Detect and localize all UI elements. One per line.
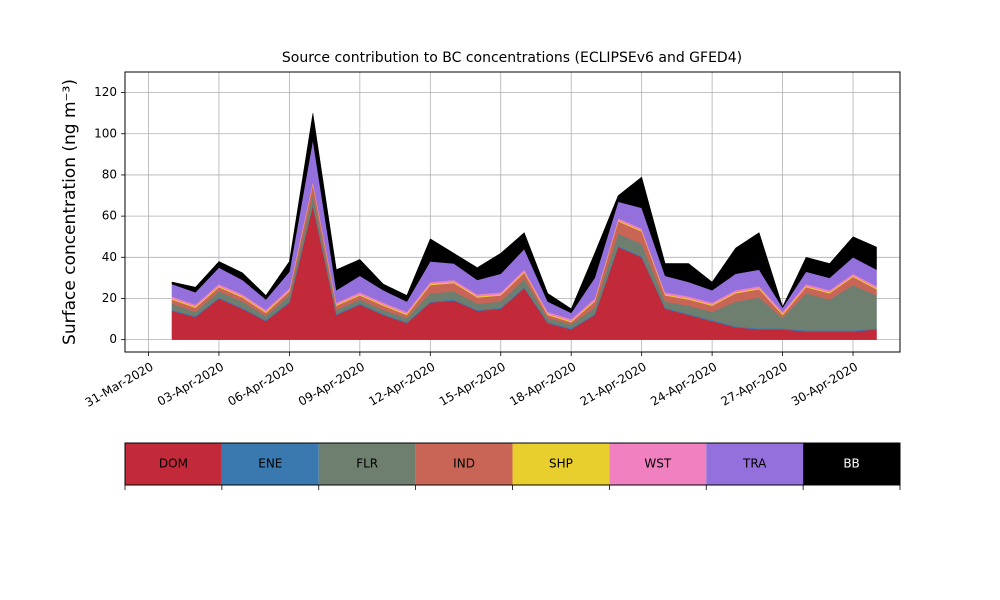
x-tick-label: 12-Apr-2020 — [366, 360, 437, 409]
legend-swatch — [318, 443, 416, 485]
legend-swatch — [609, 443, 707, 485]
legend-frame — [124, 442, 901, 486]
legend-swatch — [803, 443, 900, 485]
chart-title: Source contribution to BC concentrations… — [282, 50, 742, 66]
area-bb — [171, 113, 877, 314]
legend-label: SHP — [549, 457, 573, 471]
legend-label: FLR — [356, 457, 378, 471]
x-tick-label: 03-Apr-2020 — [155, 360, 226, 409]
y-tick-label: 0 — [109, 332, 117, 346]
y-tick-label: 80 — [102, 167, 117, 181]
y-tick-label: 60 — [102, 209, 117, 223]
x-tick-label: 24-Apr-2020 — [648, 360, 719, 409]
x-tick-label: 06-Apr-2020 — [225, 360, 296, 409]
x-tick-label: 27-Apr-2020 — [719, 360, 790, 409]
legend-label: DOM — [159, 457, 188, 471]
y-axis-label: Surface concentration (ng m⁻³) — [60, 79, 80, 345]
x-tick-label: 09-Apr-2020 — [296, 360, 367, 409]
y-tick-label: 40 — [102, 250, 117, 264]
legend-swatch — [512, 443, 610, 485]
x-tick-label: 31-Mar-2020 — [83, 360, 156, 410]
legend-swatch — [706, 443, 804, 485]
y-tick-label: 100 — [94, 126, 117, 140]
x-tick-label: 21-Apr-2020 — [578, 360, 649, 409]
legend-swatch — [221, 443, 319, 485]
legend-label: WST — [644, 457, 671, 471]
legend-label: TRA — [742, 457, 767, 471]
legend-label: ENE — [258, 457, 282, 471]
x-tick-label: 30-Apr-2020 — [789, 360, 860, 409]
legend-swatch — [415, 443, 513, 485]
y-tick-label: 20 — [102, 291, 117, 305]
x-tick-label: 18-Apr-2020 — [507, 360, 578, 409]
y-tick-label: 120 — [94, 85, 117, 99]
legend-label: BB — [843, 457, 859, 471]
x-tick-label: 15-Apr-2020 — [437, 360, 508, 409]
plot-frame — [124, 71, 901, 353]
legend-label: IND — [453, 457, 475, 471]
legend-swatch — [125, 443, 222, 485]
